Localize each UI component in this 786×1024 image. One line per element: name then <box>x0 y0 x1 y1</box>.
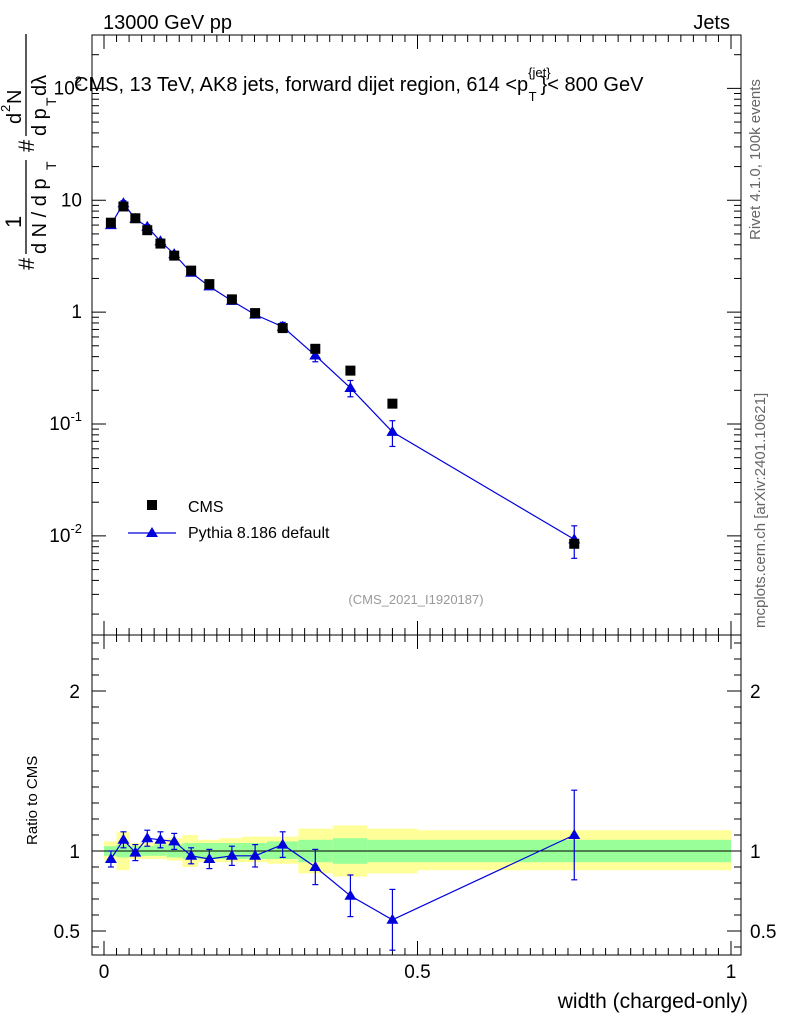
mc-point <box>344 381 357 392</box>
main-ylabel: # 1 d N / d p T # d 2 N d p T dλ <box>0 34 59 270</box>
legend-cms-marker <box>147 500 157 510</box>
data-point <box>155 238 166 249</box>
main-data-series <box>105 201 580 549</box>
main-y-tick-label: 10-1 <box>49 409 82 435</box>
rivet-label: Rivet 4.1.0, 100k events <box>747 79 764 240</box>
ylabel-denom: d N / d p <box>29 178 51 254</box>
ratio-mc-point <box>154 833 167 844</box>
data-point <box>310 343 321 354</box>
ratio-mc-point <box>344 889 357 900</box>
ratio-mc-point <box>386 913 399 924</box>
data-point <box>569 538 580 549</box>
band-inner <box>154 844 167 856</box>
ratio-y-tick-label-left: 1 <box>69 842 80 863</box>
ratio-mc-point <box>104 853 117 863</box>
plot-title-sup: {jet} <box>528 65 551 80</box>
data-point <box>142 225 153 236</box>
x-tick-label: 1 <box>726 962 737 983</box>
ratio-y-tick-label-left: 2 <box>69 682 80 703</box>
main-plot-frame <box>91 34 742 636</box>
plot-title: CMS, 13 TeV, AK8 jets, forward dijet reg… <box>74 65 644 104</box>
ylabel-denom2: d p <box>29 108 51 136</box>
data-point <box>169 250 180 261</box>
mc-point <box>309 349 322 360</box>
ratio-mc-point <box>276 838 289 849</box>
legend-mc-marker <box>146 527 158 537</box>
x-tick-label: 0 <box>99 962 110 983</box>
plot-title-end: }< 800 GeV <box>541 74 645 96</box>
main-y-tick-label: 10-2 <box>49 521 82 547</box>
analysis-watermark: (CMS_2021_I1920187) <box>348 592 483 607</box>
ratio-mc-point <box>203 853 216 863</box>
data-point <box>186 265 197 276</box>
ratio-axis-ticks: 0.5 0.5 1 1 2 2 0 0.5 1 <box>54 635 776 983</box>
legend-mc-label: Pythia 8.186 default <box>188 525 330 542</box>
ylabel-numer2-sup: 2 <box>0 105 13 112</box>
ratio-uncertainty-bands <box>92 825 741 877</box>
ratio-mc-point <box>249 849 262 860</box>
data-point <box>250 308 261 319</box>
ylabel-numer2: d <box>4 113 26 124</box>
ylabel-hash: # <box>14 257 39 270</box>
plot-title-main: CMS, 13 TeV, AK8 jets, forward dijet reg… <box>74 74 528 96</box>
mc-point <box>386 425 399 436</box>
ylabel-denom2-tail: dλ <box>29 75 51 96</box>
ratio-y-tick-label-right: 1 <box>750 842 761 863</box>
ratio-y-tick-label-right: 2 <box>750 682 761 703</box>
data-point <box>204 279 215 290</box>
ratio-mc-point <box>129 846 142 857</box>
ratio-y-tick-label-left: 0.5 <box>54 922 80 943</box>
data-point <box>387 398 398 409</box>
ylabel-hash2: # <box>14 139 39 152</box>
ratio-mc-point <box>568 829 581 839</box>
ratio-ylabel: Ratio to CMS <box>24 756 41 845</box>
ratio-mc-point <box>117 833 130 844</box>
ylabel-denom-sub: T <box>43 161 59 170</box>
data-point <box>345 365 356 376</box>
x-axis-label: width (charged-only) <box>557 990 748 1013</box>
legend: CMS Pythia 8.186 default <box>128 499 330 542</box>
main-y-tick-label: 1 <box>71 302 82 323</box>
ratio-mc-point <box>141 832 154 843</box>
mc-line <box>110 202 575 540</box>
main-axis-ticks: 10-2 10-1 1 10 102 <box>49 34 741 635</box>
data-point <box>277 323 288 334</box>
main-y-tick-label: 102 <box>54 73 82 99</box>
ylabel-numer: 1 <box>1 216 26 228</box>
plot-title-sub: T <box>529 89 537 104</box>
data-point <box>118 201 129 212</box>
data-point <box>226 294 237 305</box>
ylabel-denom2-sub: T <box>43 97 59 106</box>
ratio-mc-point <box>185 849 198 860</box>
x-tick-label: 0.5 <box>404 962 430 983</box>
data-point <box>130 213 141 224</box>
mcplots-label: mcplots.cern.ch [arXiv:2401.10621] <box>752 393 769 628</box>
ratio-plot-frame <box>91 634 742 956</box>
legend-cms-label: CMS <box>188 499 224 516</box>
ratio-mc-point <box>168 835 181 846</box>
ratio-mc-point <box>309 861 322 871</box>
ratio-mc-point <box>225 849 238 860</box>
header-left: 13000 GeV pp <box>103 12 232 34</box>
data-point <box>105 217 116 228</box>
ylabel-numer2-tail: N <box>4 90 26 104</box>
ratio-y-tick-label-right: 0.5 <box>750 922 776 943</box>
main-y-tick-label: 10 <box>61 190 82 211</box>
header-right: Jets <box>693 12 730 34</box>
ratio-mc-series <box>104 789 581 951</box>
